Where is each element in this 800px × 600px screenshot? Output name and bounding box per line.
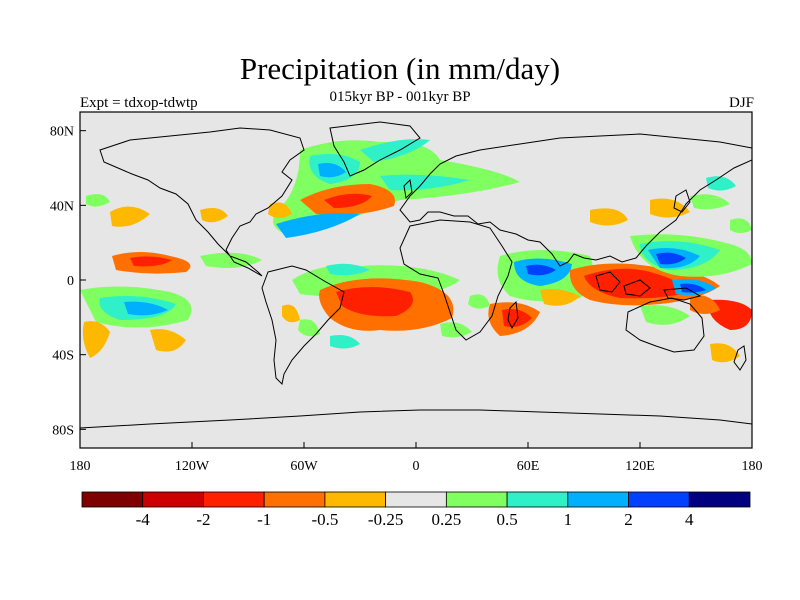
anomaly-fields (80, 139, 752, 363)
colorbar-label: -0.5 (311, 510, 338, 529)
anomaly-blob (324, 193, 372, 208)
colorbar-swatch (445, 491, 508, 508)
anomaly-blob (268, 202, 292, 218)
anomaly-blob (336, 287, 413, 317)
lon-tick-label: 180 (742, 459, 763, 474)
colorbar-swatch (142, 491, 204, 508)
anomaly-blob (584, 268, 690, 299)
lon-tick-label: 0 (413, 459, 420, 474)
colorbar-swatch (385, 491, 447, 508)
anomaly-blob (110, 206, 150, 227)
coastlines (80, 121, 752, 429)
coastline-new-zealand (733, 345, 747, 371)
coastline-japan (673, 189, 691, 213)
anomaly-blob (360, 139, 430, 162)
anomaly-blob (130, 256, 172, 267)
coastline-australia (625, 297, 705, 353)
colorbar-label: 1 (564, 510, 573, 529)
colorbar-swatch (324, 491, 387, 508)
coastline-antarctica (80, 409, 752, 429)
experiment-label: Expt = tdxop-tdwtp (80, 95, 198, 111)
anomaly-blob (282, 304, 300, 323)
lon-tick-label: 60E (517, 459, 540, 474)
anomaly-blob (150, 329, 186, 352)
anomaly-blob (318, 163, 346, 178)
anomaly-blob (710, 343, 740, 363)
coastline-indonesia (595, 271, 621, 293)
coastline-eurasia (399, 133, 752, 267)
colorbar-label: -4 (136, 510, 151, 529)
anomaly-blob (380, 174, 470, 191)
anomaly-blob (200, 252, 262, 268)
colorbar-swatch (263, 491, 326, 508)
lon-tick-label: 60W (290, 459, 318, 474)
anomaly-blob (526, 264, 556, 276)
anomaly-blob (82, 321, 110, 358)
anomaly-blob (690, 194, 730, 210)
lat-tick-label: 40S (52, 349, 74, 364)
colorbar-swatch (628, 491, 690, 508)
anomaly-blob (656, 252, 686, 265)
anomaly-blob (326, 263, 370, 276)
colorbar-label: -1 (257, 510, 271, 529)
colorbar-label: 4 (685, 510, 694, 529)
coastline-uk (403, 178, 413, 200)
anomaly-blob (540, 288, 580, 306)
coastline-north-america (99, 127, 305, 277)
anomaly-blob (330, 335, 360, 349)
coastline-africa (399, 219, 513, 341)
colorbar-swatch (81, 491, 144, 508)
lat-tick-label: 80S (52, 423, 74, 438)
coastline-indonesia (623, 279, 651, 297)
colorbar-swatch (506, 491, 569, 508)
coastline-south-america (261, 265, 345, 386)
anomaly-blob (298, 319, 320, 337)
anomaly-blob (124, 301, 168, 316)
colorbar-label: -0.25 (368, 510, 403, 529)
colorbar-swatch (567, 491, 629, 508)
anomaly-blob (276, 213, 360, 238)
anomaly-blob (590, 208, 628, 226)
lon-tick-label: 180 (70, 459, 91, 474)
season-label: DJF (728, 95, 754, 111)
anomaly-blob (690, 295, 720, 314)
anomaly-blob (707, 299, 752, 330)
colorbar-swatch (688, 491, 751, 508)
lat-tick-label: 80N (50, 125, 74, 140)
anomaly-blob (706, 176, 736, 191)
chart-subtitle: 015kyr BP - 001kyr BP (329, 89, 471, 105)
lat-tick-label: 40N (50, 199, 74, 214)
colorbar: -4 -2 -1 -0.5 -0.25 0.25 0.5 1 2 4 (81, 491, 751, 529)
anomaly-blob (730, 218, 752, 233)
lon-tick-label: 120W (175, 459, 210, 474)
anomaly-blob (86, 194, 110, 207)
anomaly-blob (200, 208, 228, 223)
colorbar-swatch (203, 491, 265, 508)
colorbar-label: 2 (624, 510, 633, 529)
map-axes: 80N 40N 0 40S 80S 180 120W 60W 0 60E 120E 180 (50, 125, 763, 474)
anomaly-blob (680, 283, 706, 293)
lat-tick-label: 0 (67, 274, 74, 289)
coastline-new-guinea (663, 287, 702, 301)
colorbar-label: 0.25 (431, 510, 461, 529)
colorbar-label: -2 (196, 510, 210, 529)
anomaly-blob (468, 294, 490, 309)
lon-tick-label: 120E (625, 459, 655, 474)
coastline-greenland (329, 121, 421, 177)
coastline-madagascar (507, 300, 519, 330)
colorbar-label: 0.5 (496, 510, 517, 529)
chart-title: Precipitation (in mm/day) (239, 51, 561, 86)
anomaly-blob (640, 305, 690, 325)
